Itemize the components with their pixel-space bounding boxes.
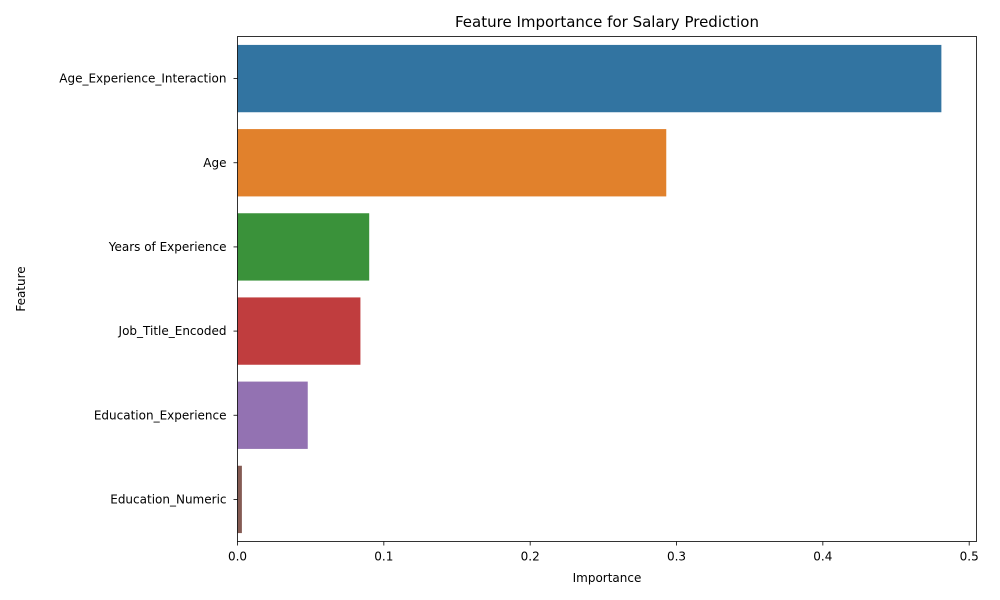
y-tick-label: Education_Experience <box>94 408 227 422</box>
bar-age <box>237 129 667 197</box>
x-axis-ticks: 0.0 0.1 0.2 0.3 0.4 0.5 <box>228 541 979 564</box>
y-tick-label: Years of Experience <box>108 240 227 254</box>
x-tick-label: 0.4 <box>813 550 832 564</box>
chart-title: Feature Importance for Salary Prediction <box>455 13 759 31</box>
plot-frame <box>237 36 977 542</box>
y-tick-label: Age <box>203 156 226 170</box>
x-tick-label: 0.3 <box>667 550 686 564</box>
bar-education-experience <box>237 381 308 449</box>
y-tick-label: Education_Numeric <box>110 492 226 506</box>
bar-age-experience-interaction <box>237 44 942 113</box>
bar-years-of-experience <box>237 213 370 281</box>
x-axis-label: Importance <box>573 571 642 585</box>
x-tick-label: 0.1 <box>374 550 393 564</box>
bar-job-title-encoded <box>237 297 361 365</box>
y-tick-label: Job_Title_Encoded <box>118 324 227 338</box>
x-tick-label: 0.5 <box>960 550 979 564</box>
y-tick-label: Age_Experience_Interaction <box>59 72 226 86</box>
bars-group <box>237 44 942 534</box>
y-axis-label: Feature <box>14 266 28 311</box>
y-axis-ticks: Age_Experience_Interaction Age Years of Ex… <box>59 72 238 506</box>
x-tick-label: 0.2 <box>521 550 540 564</box>
x-tick-label: 0.0 <box>228 550 247 564</box>
bar-education-numeric <box>237 465 242 534</box>
